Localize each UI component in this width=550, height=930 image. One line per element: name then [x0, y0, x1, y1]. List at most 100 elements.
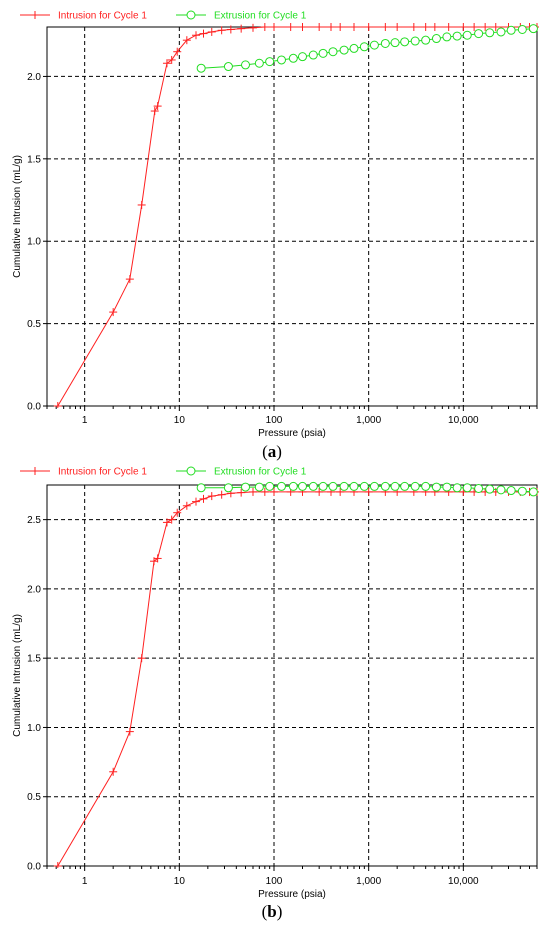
circle-marker	[298, 481, 308, 491]
y-tick-label: 2.5	[27, 515, 41, 526]
circle-marker	[496, 27, 506, 37]
circle-marker	[339, 481, 349, 491]
plus-marker	[336, 487, 345, 496]
circle-marker	[528, 487, 538, 497]
circle-marker	[349, 481, 359, 491]
series-intrusion	[53, 23, 539, 408]
panel-caption: (a)	[262, 442, 282, 461]
plus-marker	[137, 200, 146, 209]
plus-marker	[270, 23, 279, 31]
circle-marker	[485, 484, 495, 494]
plus-marker	[53, 862, 62, 868]
plus-marker	[350, 23, 359, 31]
plus-marker	[167, 55, 176, 64]
plus-marker	[326, 23, 335, 31]
circle-marker	[442, 32, 452, 42]
circle-marker	[506, 25, 516, 35]
plus-marker	[249, 487, 258, 496]
x-tick-label: 1,000	[356, 415, 381, 426]
plus-marker	[421, 23, 430, 31]
circle-marker	[328, 47, 338, 57]
plus-marker	[125, 727, 134, 736]
y-tick-label: 0.0	[27, 862, 41, 873]
plus-marker	[470, 23, 479, 31]
plus-marker	[182, 36, 191, 45]
plus-marker	[173, 47, 182, 56]
x-axis-label: Pressure (psia)	[258, 889, 326, 900]
plus-marker	[298, 23, 307, 31]
circle-marker	[318, 481, 328, 491]
plus-marker	[237, 488, 246, 497]
plus-marker	[381, 23, 390, 31]
circle-marker	[462, 30, 472, 40]
legend-label: Intrusion for Cycle 1	[58, 467, 147, 478]
y-tick-label: 1.0	[27, 723, 41, 734]
circle-marker	[254, 58, 264, 68]
plus-marker	[393, 23, 402, 31]
plus-marker	[409, 23, 418, 31]
plus-marker	[459, 23, 468, 31]
y-tick-label: 2.0	[27, 584, 41, 595]
circle-marker	[517, 486, 527, 496]
y-axis-label: Cumulative Intrusion (mL/g)	[12, 155, 23, 278]
plus-marker	[207, 27, 216, 36]
circle-marker	[254, 482, 264, 492]
plus-marker	[109, 308, 118, 317]
circle-marker	[265, 481, 275, 491]
x-tick-label: 1	[82, 415, 88, 426]
circle-marker	[276, 481, 286, 491]
plus-marker	[286, 23, 295, 31]
plus-marker	[217, 26, 226, 35]
legend: Intrusion for Cycle 1 Extrusion for Cycle…	[20, 10, 307, 22]
circle-marker	[517, 24, 527, 34]
plus-marker	[315, 487, 324, 496]
plus-marker	[226, 25, 235, 34]
plus-marker	[137, 654, 146, 663]
x-tick-label: 10	[174, 876, 186, 887]
legend: Intrusion for Cycle 1 Extrusion for Cycle…	[20, 466, 307, 478]
circle-marker	[485, 28, 495, 38]
legend-circle-marker	[186, 10, 196, 20]
plus-marker	[336, 23, 345, 31]
circle-marker	[380, 481, 390, 491]
circle-marker	[369, 481, 379, 491]
circle-marker	[380, 38, 390, 48]
x-tick-label: 100	[266, 876, 283, 887]
plus-marker	[315, 23, 324, 31]
circle-marker	[506, 486, 516, 496]
circle-marker	[339, 45, 349, 55]
x-tick-label: 10,000	[448, 876, 479, 887]
circle-marker	[390, 38, 400, 48]
plus-marker	[162, 518, 171, 527]
circle-marker	[288, 53, 298, 63]
chart-panel-a: 1 10 100 1,000 10,000 0.0 0.5 1.0 1.5 2.0 Pressure…	[12, 10, 539, 461]
circle-marker	[328, 481, 338, 491]
plus-marker	[182, 501, 191, 510]
plus-marker	[153, 102, 162, 111]
chart-panel-b: 1 10 100 1,000 10,000 0.0 0.5 1.0 1.5 2.0 2.5 Press…	[12, 466, 539, 921]
x-tick-label: 1	[82, 876, 88, 887]
circle-marker	[241, 60, 251, 70]
plus-marker	[207, 492, 216, 501]
x-tick-label: 10	[174, 415, 186, 426]
circle-marker	[431, 34, 441, 44]
y-tick-label: 0.5	[27, 319, 41, 330]
y-tick-label: 0.5	[27, 792, 41, 803]
plot-area	[46, 26, 538, 407]
plus-marker	[192, 31, 201, 40]
plus-marker	[481, 23, 490, 31]
x-tick-label: 100	[266, 415, 283, 426]
circle-marker	[298, 52, 308, 62]
y-tick-label: 0.0	[27, 402, 41, 413]
x-tick-label: 10,000	[448, 415, 479, 426]
plus-marker	[364, 23, 373, 31]
plus-marker	[270, 487, 279, 496]
legend-label: Intrusion for Cycle 1	[58, 11, 147, 22]
legend-label: Extrusion for Cycle 1	[214, 467, 307, 478]
circle-marker	[421, 35, 431, 45]
circle-marker	[359, 481, 369, 491]
circle-marker	[308, 481, 318, 491]
circle-marker	[421, 481, 431, 491]
circle-marker	[410, 481, 420, 491]
plus-marker	[173, 508, 182, 517]
